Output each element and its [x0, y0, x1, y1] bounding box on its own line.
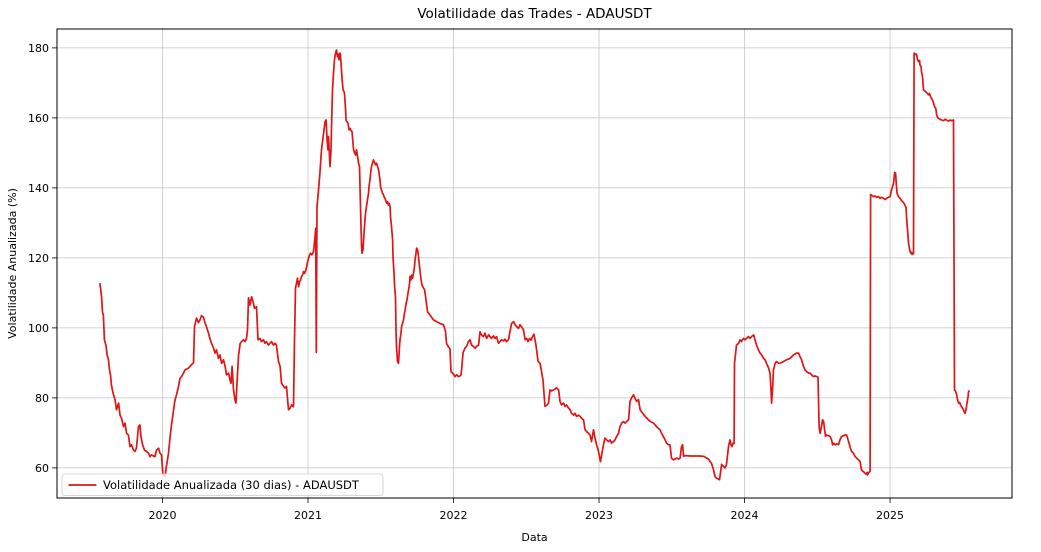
legend-box — [61, 473, 384, 496]
y-tick-label: 80 — [35, 392, 49, 405]
x-tick-label: 2020 — [148, 509, 176, 522]
x-tick-label: 2023 — [585, 509, 613, 522]
chart-title: Volatilidade das Trades - ADAUSDT — [417, 6, 652, 22]
x-tick-label: 2024 — [731, 509, 759, 522]
axis-ticks — [52, 47, 891, 503]
y-tick-label: 60 — [35, 462, 49, 475]
volatility-line-series — [99, 49, 971, 481]
y-tick-label: 140 — [28, 182, 49, 195]
y-tick-label: 180 — [28, 42, 49, 55]
x-tick-label: 2021 — [294, 509, 322, 522]
legend-label: Volatilidade Anualizada (30 dias) - ADAU… — [103, 478, 360, 492]
x-tick-label: 2025 — [876, 509, 904, 522]
y-axis-label: Volatilidade Anualizada (%) — [6, 188, 19, 339]
x-tick-label: 2022 — [440, 509, 468, 522]
tick-labels: 2020 2021 2022 2023 2024 2025 60 80 100 120 140 160… — [28, 42, 904, 522]
y-tick-label: 120 — [28, 252, 49, 265]
plot-border — [56, 28, 1013, 499]
y-tick-label: 100 — [28, 322, 49, 335]
y-tick-label: 160 — [28, 112, 49, 125]
legend: Volatilidade Anualizada (30 dias) - ADAU… — [61, 473, 384, 496]
grid-lines — [57, 29, 1012, 498]
x-axis-label: Data — [521, 531, 547, 544]
